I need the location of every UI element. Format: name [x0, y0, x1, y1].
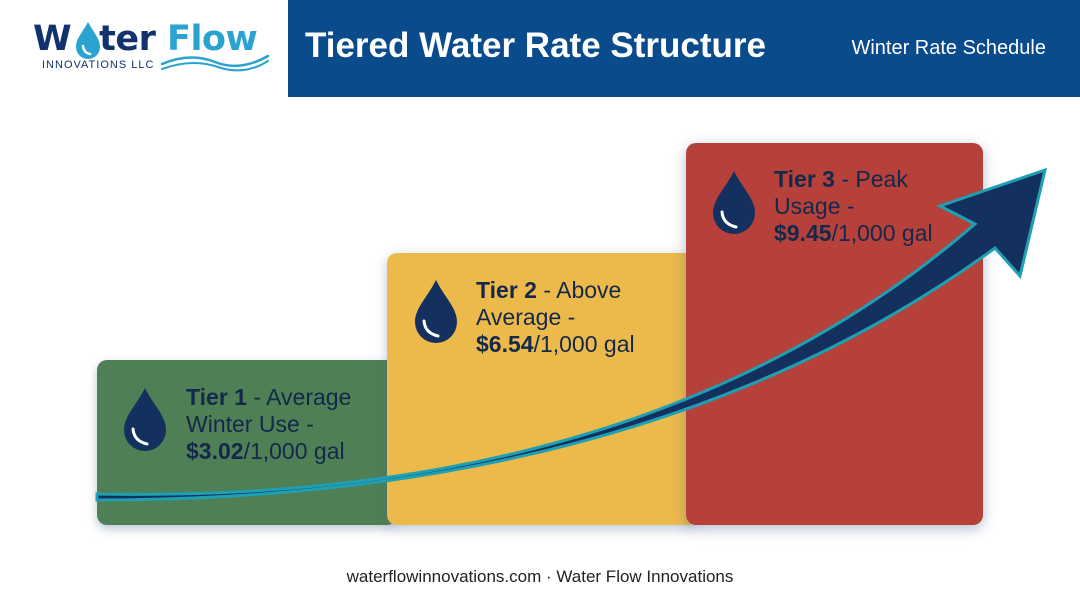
tier-3-description: Tier 3 - Peak Usage - $9.45/1,000 gal	[774, 166, 933, 247]
tier-3-line1: - Peak	[834, 166, 908, 192]
water-drop-logo-icon	[76, 22, 100, 59]
page-title: Tiered Water Rate Structure	[305, 26, 766, 65]
tier-1-water-drop-icon	[124, 388, 166, 451]
tier-1-label: Tier 1	[186, 384, 247, 410]
header-bar: Tiered Water Rate Structure Winter Rate …	[288, 0, 1080, 97]
tier-1-description: Tier 1 - Average Winter Use - $3.02/1,00…	[186, 384, 351, 465]
tier-3-line2: Usage -	[774, 193, 855, 219]
logo-word-w: W	[33, 19, 72, 59]
tier-2-water-drop-icon	[415, 280, 457, 343]
wave-lines-icon	[160, 54, 270, 72]
tier-2-line2: Average -	[476, 304, 576, 330]
tier-1-rate: $3.02	[186, 438, 244, 464]
tier-2-label: Tier 2	[476, 277, 537, 303]
logo-word-flow: Flow	[167, 19, 258, 59]
tier-2-line1: - Above	[536, 277, 622, 303]
tier-2-rate: $6.54	[476, 331, 534, 357]
tier-3-unit: /1,000 gal	[831, 220, 933, 246]
tier-3-label: Tier 3	[774, 166, 835, 192]
footer-text: waterflowinnovations.com · Water Flow In…	[346, 567, 734, 586]
page-subtitle: Winter Rate Schedule	[851, 37, 1046, 59]
tier-1-line2: Winter Use -	[186, 411, 314, 437]
tier-2-unit: /1,000 gal	[533, 331, 635, 357]
logo-subtitle: INNOVATIONS LLC	[42, 59, 155, 71]
tier-3-rate: $9.45	[774, 220, 832, 246]
tier-1-line1: - Average	[246, 384, 352, 410]
tier-1-unit: /1,000 gal	[243, 438, 345, 464]
arrow-shape	[95, 167, 1048, 502]
tier-3-water-drop-icon	[713, 171, 755, 234]
logo-word-ter: ter	[99, 19, 156, 59]
tier-2-description: Tier 2 - Above Average - $6.54/1,000 gal	[476, 277, 635, 358]
